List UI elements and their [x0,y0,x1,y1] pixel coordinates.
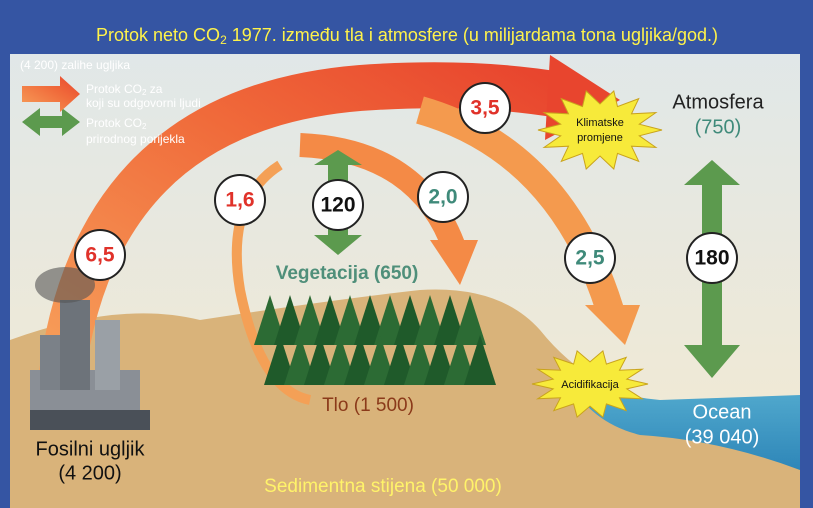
sediment-label: Sedimentna stijena (50 000) [264,476,502,497]
fossil-label: Fosilni ugljik [36,438,146,460]
flow-value: 2,0 [428,186,457,209]
legend-stock: (4 200) zalihe ugljika [20,58,130,72]
title: Protok neto CO2 1977. između tla i atmos… [96,25,718,47]
flow-value: 1,6 [225,189,254,212]
legend-text: Protok CO [86,116,142,130]
ocean-stock: (39 040) [685,426,760,448]
flow-value: 6,5 [85,244,115,267]
flow-value: 3,5 [470,97,500,120]
diagram: Klimatske promjene Acidifikacija 6,5 1,6 1… [0,0,813,508]
ocean-label: Ocean [693,401,752,423]
vegetation-label: Vegetacija (650) [276,263,419,284]
legend-human: koji su odgovorni ljudi [86,96,201,110]
soil-label: Tlo (1 500) [322,395,414,416]
effect-label: promjene [577,132,623,144]
legend-natural: Protok CO2 [86,116,147,131]
atmosphere-stock: (750) [695,116,742,138]
legend-natural: prirodnog porijekla [86,132,185,146]
legend-text: Protok CO [86,82,142,96]
atmosphere-label: Atmosfera [672,91,764,113]
fossil-stock: (4 200) [58,462,121,484]
legend-human: Protok CO2 za [86,82,163,97]
flow-value: 180 [694,247,729,270]
title-text: 1977. između tla i atmosfere (u milijard… [227,25,718,45]
legend-sub: 2 [142,122,147,131]
effect-label: Klimatske [576,117,624,129]
title-text: Protok neto CO [96,25,220,45]
flow-value: 2,5 [575,247,605,270]
effect-label: Acidifikacija [561,379,619,391]
legend-text: za [146,82,162,96]
flow-value: 120 [320,194,355,217]
